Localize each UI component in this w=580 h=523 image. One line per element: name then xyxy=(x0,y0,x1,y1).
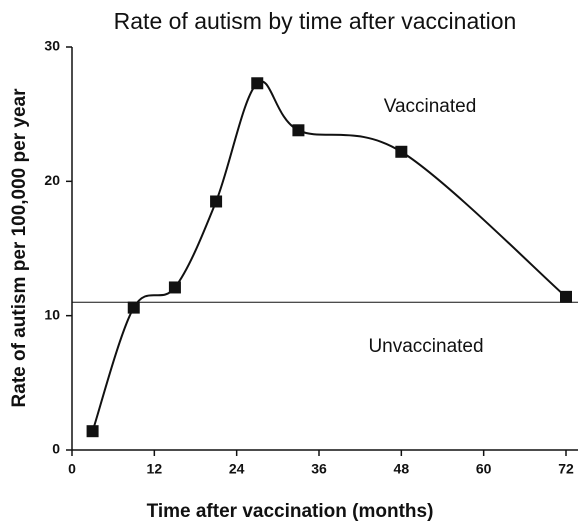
marker xyxy=(251,77,264,90)
x-tick-label: 0 xyxy=(68,461,76,477)
y-tick-label: 20 xyxy=(44,172,60,188)
reference-label: Unvaccinated xyxy=(368,336,483,357)
x-axis-label: Time after vaccination (months) xyxy=(147,501,434,522)
x-tick-label: 12 xyxy=(147,461,163,477)
x-tick-label: 72 xyxy=(558,461,574,477)
marker xyxy=(560,290,572,303)
y-tick-label: 30 xyxy=(44,38,60,54)
series-label: Vaccinated xyxy=(384,96,477,117)
x-tick-label: 60 xyxy=(476,461,492,477)
series-line xyxy=(91,80,567,432)
y-tick-label: 10 xyxy=(44,306,60,322)
x-tick-label: 48 xyxy=(394,461,410,477)
marker xyxy=(292,124,305,137)
x-tick-label: 24 xyxy=(229,461,245,477)
y-tick-label: 0 xyxy=(52,441,60,457)
y-axis-label: Rate of autism per 100,000 per year xyxy=(9,88,30,408)
marker xyxy=(86,425,99,438)
chart-title: Rate of autism by time after vaccination xyxy=(114,8,517,34)
x-tick-label: 36 xyxy=(311,461,327,477)
marker xyxy=(168,281,181,294)
marker xyxy=(127,301,140,314)
marker xyxy=(210,195,223,208)
marker xyxy=(395,145,408,158)
